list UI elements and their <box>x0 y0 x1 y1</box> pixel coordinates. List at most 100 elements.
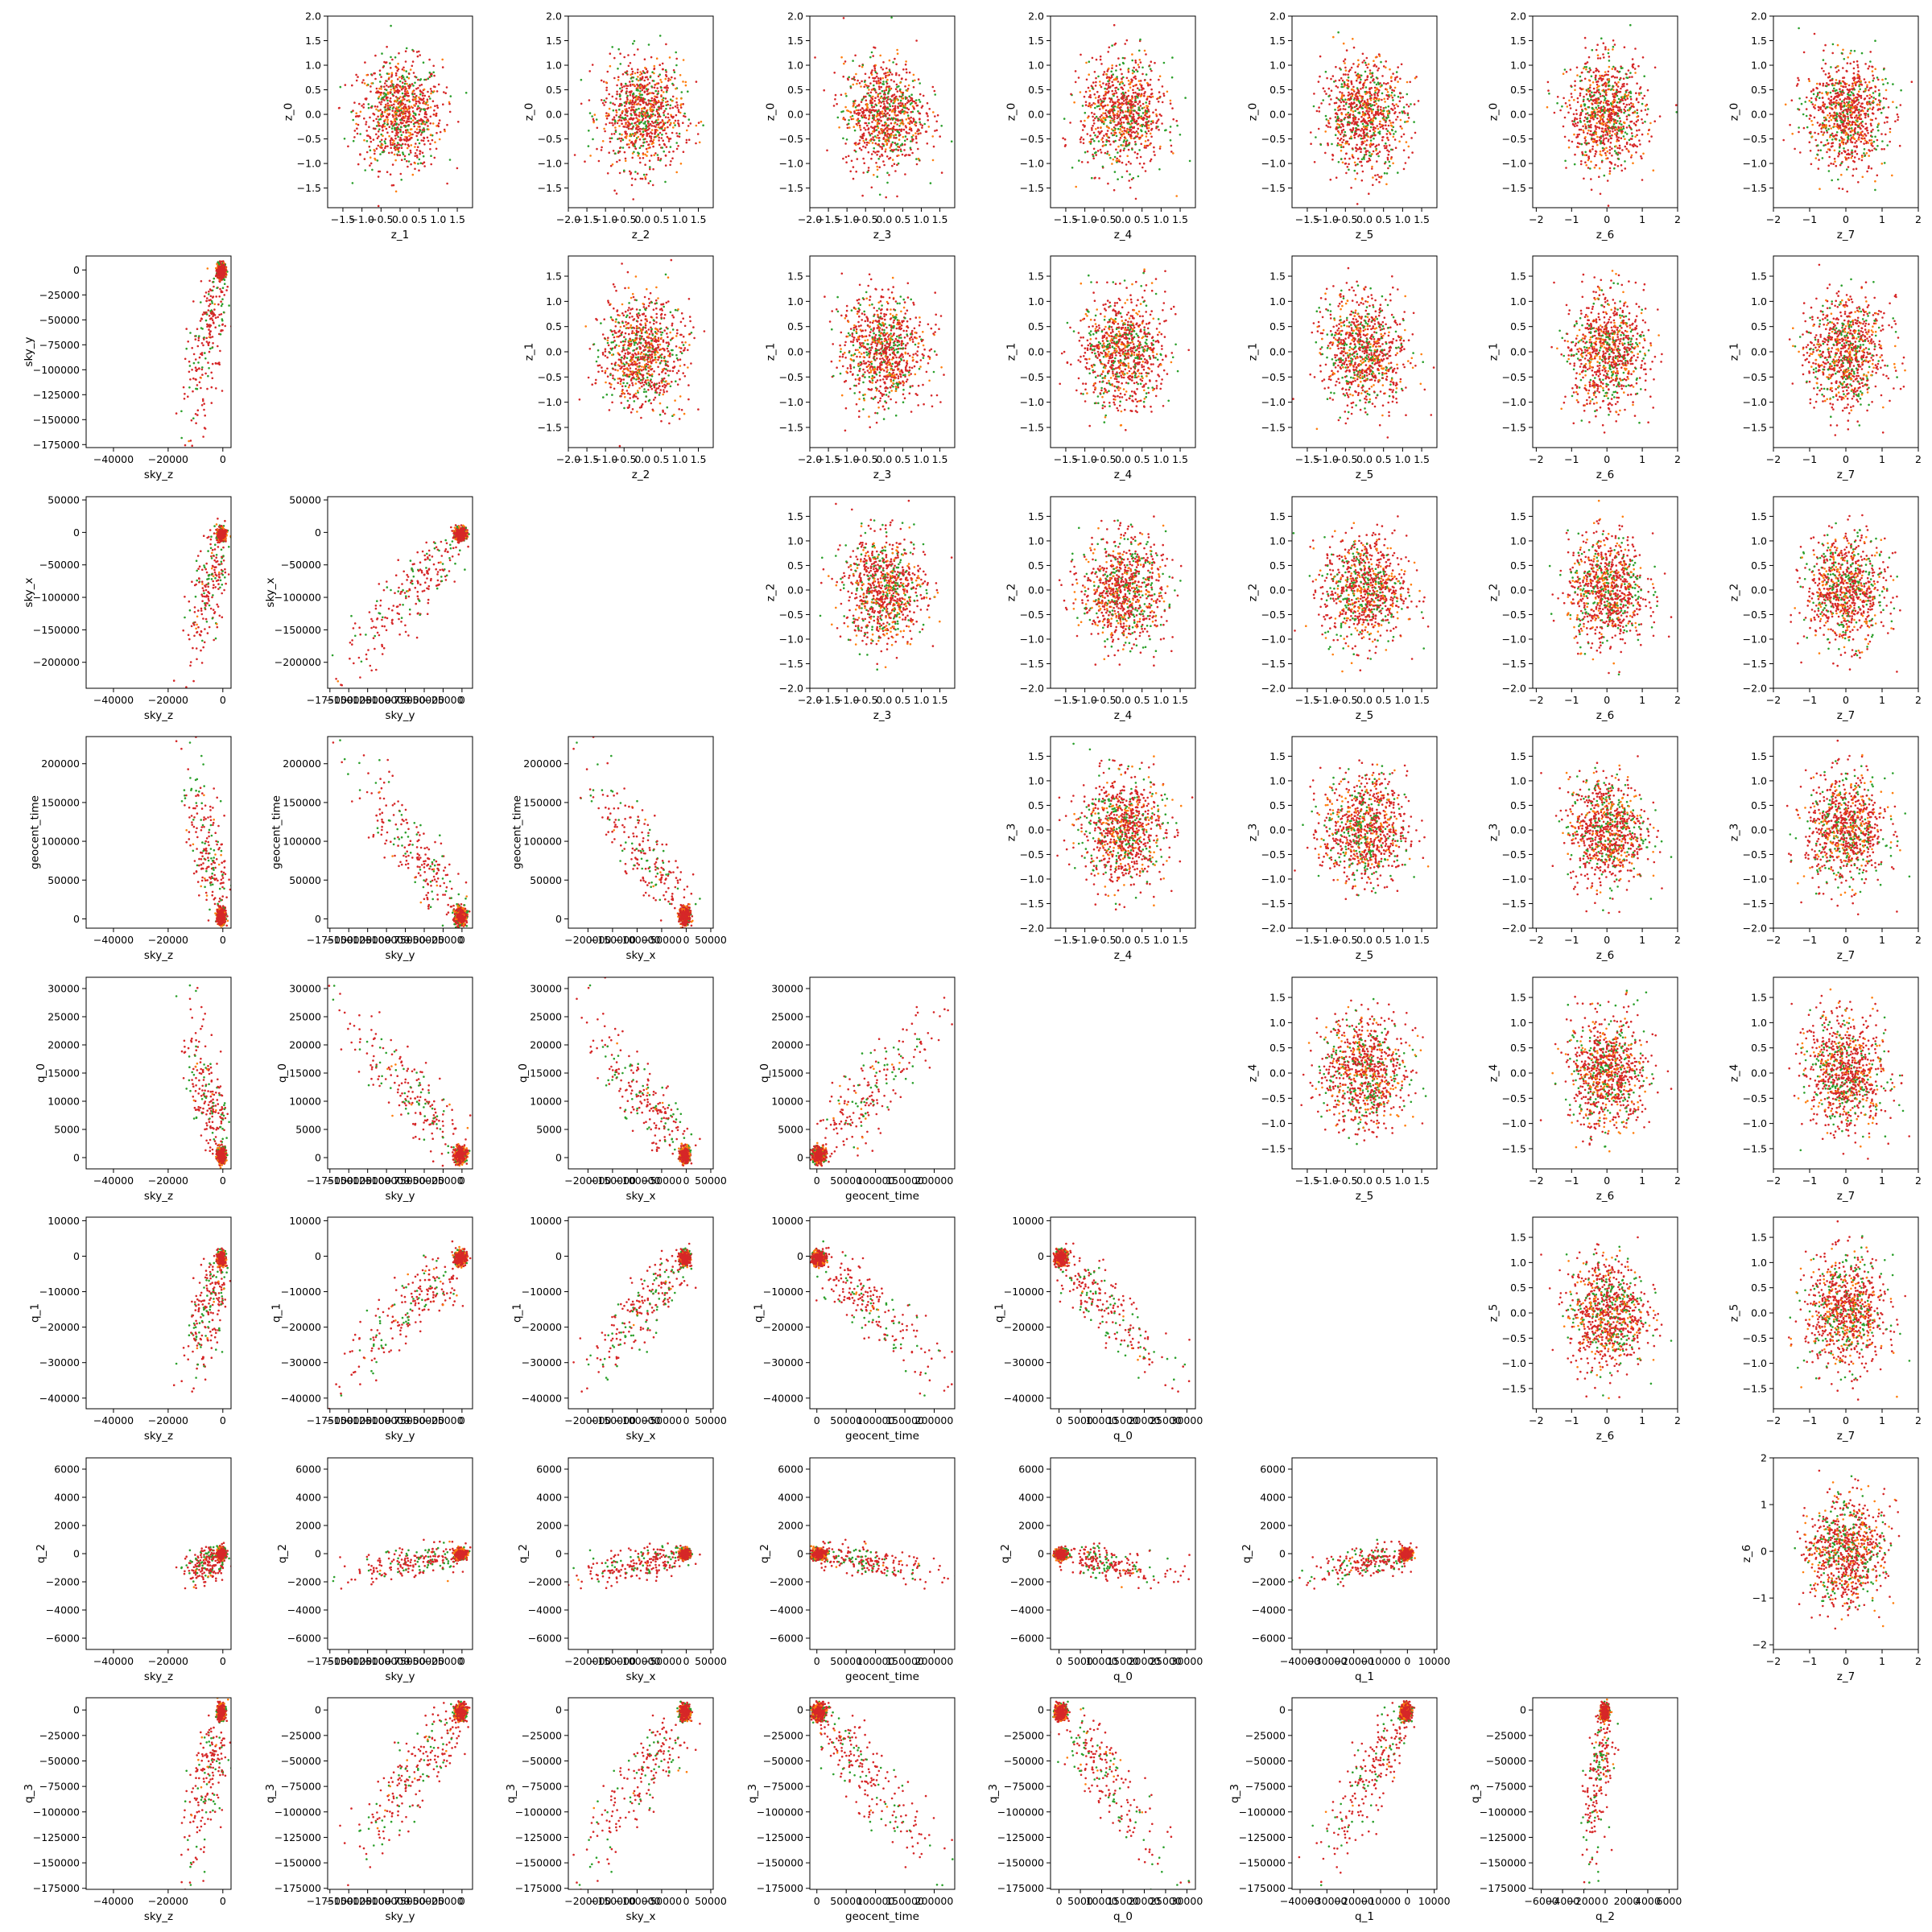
data-point <box>679 111 682 114</box>
data-point <box>1386 82 1389 85</box>
data-point <box>1389 148 1393 151</box>
data-point <box>866 124 869 127</box>
data-point <box>402 69 406 72</box>
data-point <box>1575 109 1578 112</box>
data-point <box>1595 48 1598 52</box>
data-point <box>664 154 667 157</box>
data-point <box>1597 70 1600 73</box>
data-point <box>931 159 935 162</box>
data-point <box>1100 63 1103 65</box>
data-point <box>411 119 415 122</box>
data-point <box>889 118 892 121</box>
data-point <box>422 122 424 125</box>
data-point <box>369 85 372 88</box>
data-point <box>1139 116 1142 119</box>
x-tick-label: −1.5 <box>1054 213 1078 225</box>
data-point <box>415 131 419 134</box>
data-point <box>890 16 893 19</box>
data-point <box>1147 84 1150 87</box>
data-point <box>1370 122 1373 126</box>
data-point <box>1122 149 1125 152</box>
data-point <box>1373 130 1377 133</box>
data-point <box>1631 58 1634 60</box>
data-point <box>877 101 881 105</box>
data-point <box>611 122 613 125</box>
data-point <box>1375 76 1378 79</box>
data-point <box>1063 118 1066 120</box>
data-point <box>417 78 419 81</box>
data-point <box>1363 154 1366 156</box>
data-point <box>446 123 448 126</box>
data-point <box>861 194 864 197</box>
data-point <box>851 77 853 80</box>
data-point <box>1100 114 1103 117</box>
data-point <box>1172 152 1174 155</box>
data-point <box>657 126 660 129</box>
data-point <box>384 109 387 111</box>
data-point <box>1374 134 1377 137</box>
data-point <box>657 123 660 126</box>
data-point <box>631 177 634 180</box>
data-point <box>905 78 907 81</box>
data-point <box>372 138 375 141</box>
data-point <box>1141 112 1145 114</box>
data-point <box>881 124 884 126</box>
x-tick-label: −0.5 <box>1333 213 1357 225</box>
data-point <box>1602 42 1605 44</box>
data-point <box>897 162 900 165</box>
data-point <box>1413 103 1416 105</box>
data-point <box>874 97 877 99</box>
data-point <box>1117 104 1120 106</box>
data-point <box>1151 95 1154 98</box>
data-point <box>1369 81 1372 84</box>
data-point <box>883 129 886 131</box>
data-point <box>1361 140 1364 143</box>
data-point <box>1153 151 1155 153</box>
data-point <box>1099 55 1102 58</box>
data-point <box>880 101 882 104</box>
data-point <box>618 118 621 122</box>
data-point <box>365 130 369 132</box>
data-point <box>1641 133 1644 136</box>
data-point <box>1370 87 1373 89</box>
data-point <box>642 173 646 176</box>
y-tick-label: 0.0 <box>546 109 562 121</box>
data-point <box>1612 130 1614 133</box>
data-point <box>671 106 675 109</box>
data-point <box>375 108 378 111</box>
data-point <box>911 105 914 108</box>
data-point <box>1394 130 1397 133</box>
data-point <box>1413 121 1415 123</box>
data-point <box>430 155 432 157</box>
data-point <box>687 118 691 121</box>
data-point <box>871 97 874 101</box>
data-point <box>1113 120 1115 123</box>
y-tick-label: 1.0 <box>1028 60 1044 72</box>
data-point <box>1144 114 1146 117</box>
data-point <box>1402 133 1406 136</box>
data-point <box>1384 161 1387 163</box>
data-point <box>870 51 873 54</box>
data-point <box>1113 93 1116 95</box>
data-point <box>869 91 873 94</box>
data-point <box>1553 111 1556 114</box>
data-point <box>389 139 392 142</box>
data-point <box>1129 103 1131 106</box>
data-point <box>677 119 679 122</box>
data-point <box>1382 124 1385 127</box>
data-point <box>654 120 657 123</box>
data-point <box>641 100 644 103</box>
data-point <box>1108 136 1111 139</box>
data-point <box>1105 134 1108 137</box>
data-point <box>394 114 397 118</box>
data-point <box>359 110 362 114</box>
data-point <box>879 81 881 84</box>
data-point <box>1337 109 1340 112</box>
data-point <box>1117 159 1121 162</box>
data-point <box>418 142 421 145</box>
data-point <box>620 84 623 86</box>
data-point <box>1586 61 1589 64</box>
data-point <box>1150 135 1153 138</box>
data-point <box>381 147 383 149</box>
data-point <box>601 101 605 105</box>
